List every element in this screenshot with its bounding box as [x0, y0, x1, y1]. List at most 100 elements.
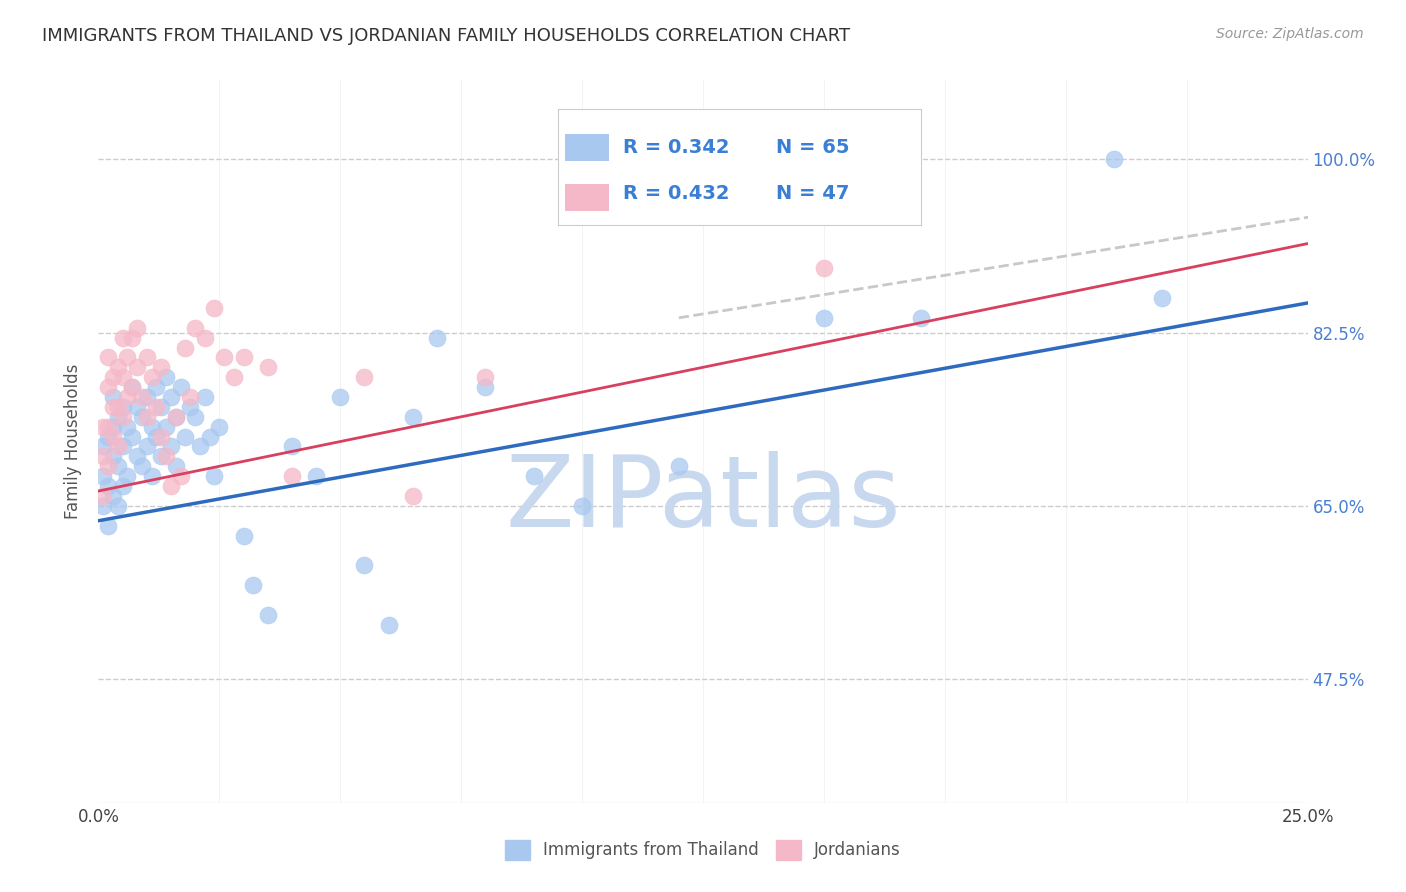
Immigrants from Thailand [232, 528, 254, 542]
Jordanians [165, 409, 187, 424]
Jordanians [179, 390, 201, 404]
Jordanians [141, 370, 163, 384]
Immigrants from Thailand [256, 607, 278, 622]
Jordanians [194, 330, 217, 344]
Jordanians [256, 360, 278, 375]
Immigrants from Thailand [169, 380, 191, 394]
Jordanians [131, 390, 153, 404]
Jordanians [111, 330, 134, 344]
Jordanians [101, 370, 124, 384]
Jordanians [97, 351, 120, 365]
Jordanians [107, 440, 129, 454]
Immigrants from Thailand [353, 558, 375, 573]
Immigrants from Thailand [198, 429, 221, 443]
Text: ZIPatlas: ZIPatlas [505, 450, 901, 548]
Jordanians [150, 360, 173, 375]
Immigrants from Thailand [402, 409, 425, 424]
Immigrants from Thailand [150, 450, 173, 464]
Immigrants from Thailand [97, 429, 120, 443]
Jordanians [813, 261, 835, 276]
Immigrants from Thailand [668, 459, 690, 474]
Text: Source: ZipAtlas.com: Source: ZipAtlas.com [1216, 27, 1364, 41]
Immigrants from Thailand [155, 419, 177, 434]
Jordanians [402, 489, 425, 503]
Jordanians [145, 400, 167, 414]
Immigrants from Thailand [155, 370, 177, 384]
Immigrants from Thailand [111, 440, 134, 454]
Immigrants from Thailand [117, 419, 139, 434]
Immigrants from Thailand [174, 429, 197, 443]
Immigrants from Thailand [150, 400, 173, 414]
Immigrants from Thailand [188, 440, 211, 454]
Y-axis label: Family Households: Family Households [65, 364, 83, 519]
Jordanians [127, 360, 149, 375]
Immigrants from Thailand [426, 330, 449, 344]
Jordanians [204, 301, 226, 315]
Jordanians [232, 351, 254, 365]
Jordanians [121, 380, 143, 394]
Jordanians [101, 429, 124, 443]
Immigrants from Thailand [121, 380, 143, 394]
Immigrants from Thailand [141, 419, 163, 434]
Immigrants from Thailand [813, 310, 835, 325]
Jordanians [97, 380, 120, 394]
Immigrants from Thailand [910, 310, 932, 325]
Immigrants from Thailand [474, 380, 496, 394]
Jordanians [212, 351, 235, 365]
Immigrants from Thailand [101, 489, 124, 503]
Jordanians [111, 370, 134, 384]
Immigrants from Thailand [281, 440, 304, 454]
Jordanians [135, 409, 157, 424]
Immigrants from Thailand [121, 429, 143, 443]
Jordanians [281, 469, 304, 483]
Immigrants from Thailand [101, 419, 124, 434]
Immigrants from Thailand [91, 469, 114, 483]
Jordanians [150, 429, 173, 443]
Immigrants from Thailand [135, 440, 157, 454]
Jordanians [174, 341, 197, 355]
Jordanians [107, 360, 129, 375]
Immigrants from Thailand [131, 409, 153, 424]
Immigrants from Thailand [101, 450, 124, 464]
Jordanians [155, 450, 177, 464]
Jordanians [107, 400, 129, 414]
Jordanians [353, 370, 375, 384]
Jordanians [474, 370, 496, 384]
Jordanians [91, 489, 114, 503]
Jordanians [97, 419, 120, 434]
Jordanians [101, 400, 124, 414]
Jordanians [117, 390, 139, 404]
Immigrants from Thailand [1152, 291, 1174, 305]
Immigrants from Thailand [184, 409, 207, 424]
Immigrants from Thailand [204, 469, 226, 483]
Immigrants from Thailand [127, 400, 149, 414]
Immigrants from Thailand [165, 409, 187, 424]
Jordanians [111, 409, 134, 424]
Immigrants from Thailand [145, 429, 167, 443]
Immigrants from Thailand [101, 390, 124, 404]
Immigrants from Thailand [377, 617, 399, 632]
Immigrants from Thailand [141, 469, 163, 483]
Jordanians [117, 351, 139, 365]
Jordanians [127, 320, 149, 334]
Legend: Immigrants from Thailand, Jordanians: Immigrants from Thailand, Jordanians [498, 833, 908, 867]
Jordanians [222, 370, 245, 384]
Immigrants from Thailand [305, 469, 328, 483]
Immigrants from Thailand [111, 479, 134, 493]
Immigrants from Thailand [1102, 153, 1125, 167]
Jordanians [160, 479, 183, 493]
Immigrants from Thailand [91, 440, 114, 454]
Immigrants from Thailand [107, 459, 129, 474]
Immigrants from Thailand [127, 450, 149, 464]
Immigrants from Thailand [523, 469, 546, 483]
Immigrants from Thailand [165, 459, 187, 474]
Immigrants from Thailand [97, 479, 120, 493]
Immigrants from Thailand [107, 499, 129, 513]
Immigrants from Thailand [91, 499, 114, 513]
Immigrants from Thailand [131, 459, 153, 474]
Jordanians [135, 351, 157, 365]
Jordanians [184, 320, 207, 334]
Immigrants from Thailand [111, 400, 134, 414]
Jordanians [91, 419, 114, 434]
Immigrants from Thailand [329, 390, 352, 404]
